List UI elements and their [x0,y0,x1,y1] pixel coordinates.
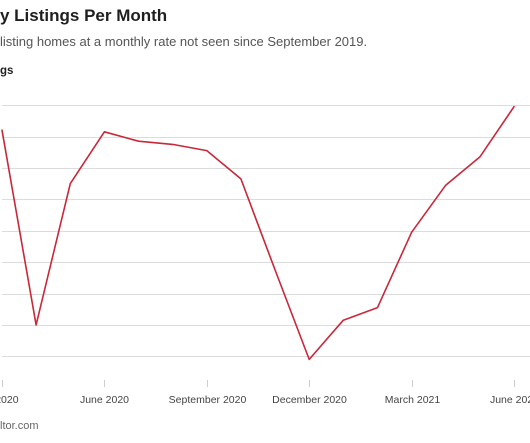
x-axis-ticks [2,380,515,387]
data-point-2020-05 [68,181,73,186]
grid-lines [2,105,530,357]
data-point-2020-08 [170,142,175,147]
data-point-2020-03 [0,128,5,133]
data-point-2020-06 [102,129,107,134]
x-tick-label: December 2020 [272,394,347,406]
data-point-2021-06 [512,104,517,109]
source-note: ltor.com [0,420,39,432]
x-tick-label: June 2021 [490,394,530,406]
chart-title: y Listings Per Month [0,6,168,25]
data-point-2021-01 [341,318,346,323]
data-point-2020-04 [34,322,39,327]
x-tick-label: September 2020 [169,394,247,406]
data-point-2020-11 [273,268,278,273]
series-group [0,104,517,362]
data-point-2020-10 [238,176,243,181]
chart-subtitle: listing homes at a monthly rate not seen… [0,34,368,49]
data-point-2020-07 [136,139,141,144]
series-line [1,105,515,361]
data-point-2020-09 [204,148,209,153]
x-tick-label: March 2021 [385,394,441,406]
data-point-2021-05 [477,154,482,159]
data-point-2021-03 [409,230,414,235]
y-axis-unit-label: gs [0,65,14,77]
x-axis-labels: h 2020 June 2020 September 2020 December 20… [0,394,530,406]
data-point-2021-02 [375,305,380,310]
x-tick-label: h 2020 [0,394,19,406]
x-tick-label: June 2020 [80,394,129,406]
data-point-2020-12 [307,357,312,362]
data-point-2021-04 [443,183,448,188]
